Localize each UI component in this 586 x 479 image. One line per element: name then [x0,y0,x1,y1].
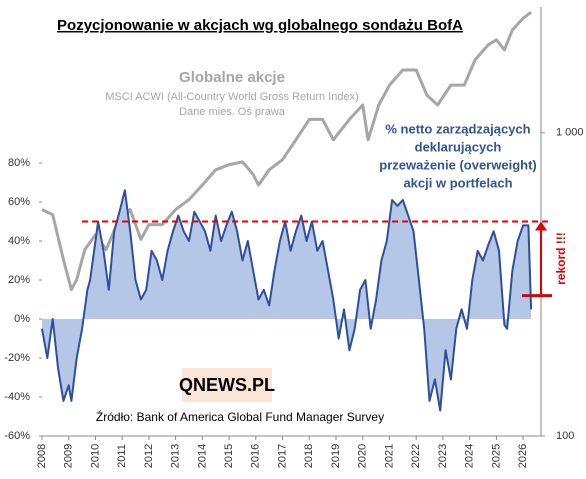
chart-title: Pozycjonowanie w akcjach wg globalnego s… [57,17,463,34]
logo-box [182,368,272,402]
x-tick-label: 2012 [143,444,155,468]
y2-tick-label: 100 [556,430,574,442]
area [42,190,532,411]
subtitle: MSCI ACWI (All-Country World Gross Retur… [105,91,358,103]
logo: QNEWS.PL [179,375,275,395]
x-tick-label: 2016 [250,444,262,468]
x-tick-label: 2020 [357,444,369,468]
subtitle: Dane mies. Oś prawa [179,106,286,118]
x-tick-label: 2022 [410,444,422,468]
x-tick-label: 2026 [517,444,529,468]
line [41,11,533,292]
annotation: % netto zarządzających [385,121,530,136]
x-tick-label: 2018 [303,444,315,468]
x-tick-label: 2013 [170,444,182,468]
annotation: akcji w portfelach [403,175,512,190]
series-label: Globalne akcje [179,69,285,86]
y-tick-label: -40% [4,391,30,403]
y2-tick-label: 1 000 [556,127,584,139]
y-tick-label: 20% [8,274,30,286]
x-tick-label: 2014 [196,444,208,468]
x-tick-label: 2010 [89,444,101,468]
y-tick-label: 60% [8,196,30,208]
y-tick-label: -60% [4,430,30,442]
y-tick-label: 0% [14,313,30,325]
x-tick-label: 2011 [116,444,128,468]
x-tick-label: 2024 [464,444,476,468]
annotation: deklarujących [415,139,502,154]
y-tick-label: 40% [8,235,30,247]
arrow-head [535,221,547,231]
y-tick-label: 80% [8,157,30,169]
annotation: przeważenie (overweight) [379,157,536,172]
x-tick-label: 2008 [36,444,48,468]
x-tick-label: 2025 [490,444,502,468]
x-tick-label: 2023 [437,444,449,468]
record-label: rekord !!! [554,232,568,285]
x-tick-label: 2009 [63,444,75,468]
x-tick-label: 2021 [383,444,395,468]
x-tick-label: 2015 [223,444,235,468]
source: Źródło: Bank of America Global Fund Mana… [96,409,384,424]
x-tick-label: 2017 [276,444,288,468]
y-tick-label: -20% [4,352,30,364]
x-tick-label: 2019 [330,444,342,468]
